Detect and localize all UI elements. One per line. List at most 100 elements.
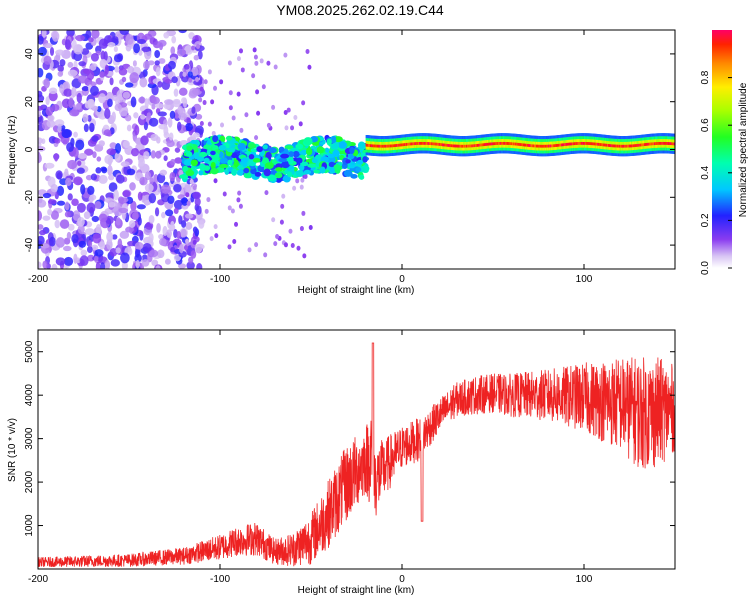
bottom-x-axis-label: Height of straight line (km) [298, 585, 415, 596]
heatmap-cell [236, 197, 241, 203]
heatmap-cell [57, 64, 64, 72]
heatmap-cell [134, 241, 144, 250]
heatmap-cell [266, 122, 271, 128]
heatmap-cell [203, 165, 211, 172]
heatmap-cell [87, 185, 95, 195]
y-tick-label: 20 [24, 96, 35, 108]
heatmap-cell [158, 42, 164, 51]
heatmap-cell [247, 143, 257, 149]
heatmap-cell [155, 66, 161, 77]
heatmap-cell [155, 265, 161, 269]
heatmap-cell [193, 54, 200, 61]
heatmap-cell [173, 199, 184, 210]
heatmap-cell [71, 198, 79, 206]
heatmap-cell [167, 117, 173, 128]
heatmap-cell [252, 158, 261, 163]
heatmap-cell [147, 82, 157, 89]
heatmap-cell [267, 174, 276, 182]
heatmap-cell [77, 160, 82, 166]
heatmap-cell [261, 84, 266, 90]
heatmap-cell [98, 93, 107, 104]
heatmap-cell [194, 76, 199, 82]
heatmap-cell [183, 64, 190, 70]
heatmap-cell [178, 112, 188, 121]
heatmap-cell [77, 153, 88, 159]
heatmap-cell [254, 171, 262, 177]
heatmap-cell [185, 122, 194, 132]
heatmap-cell [86, 245, 93, 254]
heatmap-cell [75, 103, 82, 110]
heatmap-cell [154, 49, 161, 59]
heatmap-cell [72, 210, 81, 221]
heatmap-cell [307, 163, 317, 168]
heatmap-cell [263, 168, 271, 177]
heatmap-cell [295, 143, 304, 150]
heatmap-cell [349, 146, 355, 154]
heatmap-cell [56, 200, 66, 206]
x-tick-label: 100 [576, 274, 593, 285]
heatmap-cell [178, 30, 188, 34]
heatmap-cell [191, 106, 196, 114]
heatmap-cell [301, 210, 306, 216]
heatmap-cell [86, 70, 95, 81]
heatmap-cell [238, 203, 243, 209]
heatmap-cell [290, 125, 295, 131]
heatmap-cell [63, 256, 74, 266]
heatmap-cell [255, 89, 260, 95]
heatmap-cell [137, 216, 142, 226]
heatmap-cell [280, 203, 285, 209]
colorbar-tick-label: 0.0 [700, 261, 711, 275]
heatmap-cell [181, 49, 186, 55]
heatmap-cell [91, 30, 100, 39]
snr-panel: -200 -100 0 100 1000 2000 3000 4000 5000 Height… [7, 329, 676, 596]
heatmap-cell [210, 150, 216, 156]
heatmap-cell [154, 207, 160, 217]
heatmap-cell [209, 236, 214, 242]
heatmap-cell [204, 208, 209, 214]
colorbar-gradient [712, 30, 732, 268]
heatmap-cell [303, 169, 312, 175]
spectrogram-heatmap [38, 30, 675, 269]
heatmap-cell [262, 144, 268, 150]
heatmap-cell [113, 54, 123, 63]
heatmap-cell [169, 110, 176, 120]
heatmap-cell [44, 162, 55, 169]
heatmap-cell [95, 261, 101, 269]
heatmap-cell [176, 231, 182, 239]
heatmap-cell [343, 169, 353, 177]
heatmap-cell [99, 241, 106, 250]
heatmap-cell [63, 245, 72, 252]
heatmap-cell [86, 202, 96, 214]
heatmap-cell [73, 253, 78, 264]
heatmap-cell [101, 167, 108, 174]
heatmap-cell [80, 249, 88, 257]
y-tick-label: 40 [24, 48, 35, 60]
heatmap-cell [197, 156, 204, 162]
heatmap-cell [104, 259, 111, 269]
heatmap-cell [111, 111, 116, 122]
heatmap-cell [128, 220, 136, 228]
heatmap-cell [82, 113, 89, 123]
heatmap-cell [69, 109, 80, 117]
heatmap-cell [89, 122, 95, 133]
heatmap-cell [124, 82, 134, 88]
heatmap-cell [232, 239, 237, 245]
heatmap-cell [170, 46, 176, 55]
heatmap-cell [140, 114, 146, 120]
heatmap-cell [66, 142, 74, 153]
heatmap-cell [71, 86, 77, 98]
heatmap-cell [120, 161, 130, 168]
heatmap-cell [107, 42, 116, 48]
heatmap-cell [130, 148, 140, 157]
heatmap-cell [259, 58, 264, 64]
heatmap-cell [178, 87, 188, 96]
heatmap-cell [78, 75, 88, 84]
heatmap-cell [137, 191, 143, 201]
heatmap-cell [357, 141, 366, 150]
heatmap-cell [202, 100, 207, 106]
heatmap-cell [157, 111, 167, 117]
x-tick-label: -100 [210, 574, 230, 585]
heatmap-cell [307, 64, 312, 70]
heatmap-cell [54, 153, 59, 162]
heatmap-cell [125, 44, 132, 52]
